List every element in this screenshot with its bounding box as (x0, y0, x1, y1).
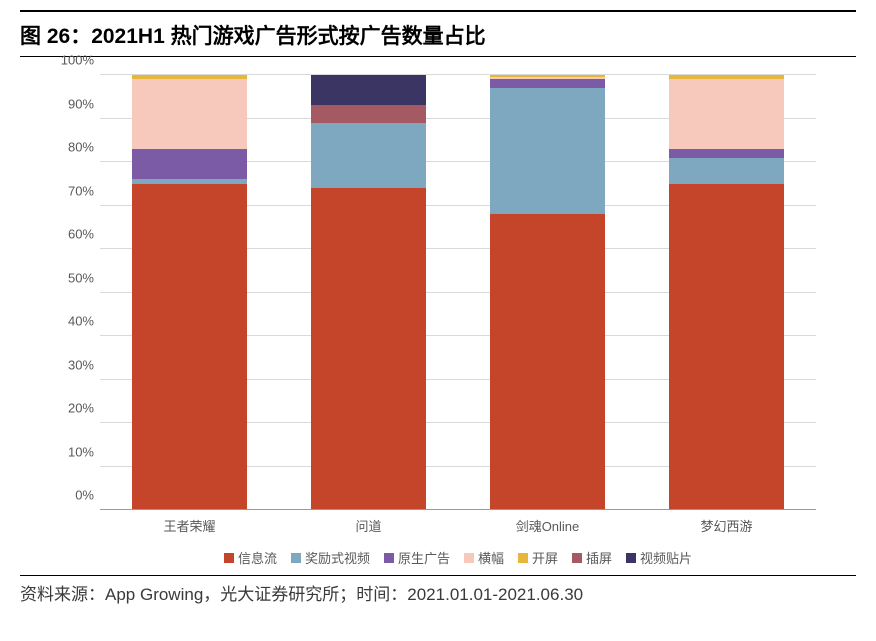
bar-group (311, 75, 426, 510)
legend-label: 信息流 (238, 548, 277, 567)
legend-item: 原生广告 (384, 548, 450, 567)
legend: 信息流 奖励式视频 原生广告 横幅 开屏 插屏 视频贴片 (100, 548, 816, 567)
bars-wrap (100, 75, 816, 510)
legend-label: 奖励式视频 (305, 548, 370, 567)
legend-label: 横幅 (478, 548, 504, 567)
figure-title: 图 26：2021H1 热门游戏广告形式按广告数量占比 (20, 10, 856, 57)
bar-segment (669, 184, 784, 510)
legend-swatch (464, 553, 474, 563)
bar-group (132, 75, 247, 510)
legend-item: 信息流 (224, 548, 277, 567)
bar-segment (132, 184, 247, 510)
bar-segment (669, 79, 784, 149)
legend-item: 开屏 (518, 548, 558, 567)
plot-area: 0%10%20%30%40%50%60%70%80%90%100% (100, 75, 816, 510)
legend-item: 奖励式视频 (291, 548, 370, 567)
y-tick-label: 60% (52, 227, 94, 242)
y-tick-label: 80% (52, 140, 94, 155)
legend-label: 原生广告 (398, 548, 450, 567)
figure-container: 图 26：2021H1 热门游戏广告形式按广告数量占比 0%10%20%30%4… (0, 0, 876, 641)
bar-segment (311, 188, 426, 510)
x-tick-label: 问道 (311, 516, 426, 535)
legend-label: 视频贴片 (640, 548, 692, 567)
bar-segment (132, 79, 247, 149)
legend-label: 插屏 (586, 548, 612, 567)
x-tick-label: 剑魂Online (490, 516, 605, 535)
legend-item: 插屏 (572, 548, 612, 567)
y-tick-label: 90% (52, 96, 94, 111)
bar-segment (311, 75, 426, 105)
x-tick-label: 梦幻西游 (669, 516, 784, 535)
legend-swatch (626, 553, 636, 563)
bar-group (669, 75, 784, 510)
y-tick-label: 50% (52, 270, 94, 285)
x-axis-labels: 王者荣耀 问道 剑魂Online 梦幻西游 (100, 516, 816, 535)
x-axis-line (100, 509, 816, 510)
y-tick-label: 20% (52, 401, 94, 416)
y-tick-label: 40% (52, 314, 94, 329)
legend-swatch (572, 553, 582, 563)
bar-segment (490, 214, 605, 510)
legend-swatch (291, 553, 301, 563)
legend-swatch (518, 553, 528, 563)
y-tick-label: 0% (52, 488, 94, 503)
legend-label: 开屏 (532, 548, 558, 567)
legend-swatch (224, 553, 234, 563)
y-tick-label: 100% (52, 53, 94, 68)
y-tick-label: 30% (52, 357, 94, 372)
x-tick-label: 王者荣耀 (132, 516, 247, 535)
bar-segment (311, 105, 426, 122)
bar-segment (669, 149, 784, 158)
bar-segment (311, 123, 426, 188)
bar-group (490, 75, 605, 510)
legend-item: 横幅 (464, 548, 504, 567)
source-line: 资料来源：App Growing，光大证券研究所；时间：2021.01.01-2… (20, 575, 856, 605)
legend-swatch (384, 553, 394, 563)
chart-area: 0%10%20%30%40%50%60%70%80%90%100% 王者荣耀 问道… (40, 75, 836, 575)
bar-segment (669, 158, 784, 184)
bar-segment (132, 149, 247, 179)
bar-segment (490, 79, 605, 88)
y-tick-label: 70% (52, 183, 94, 198)
legend-item: 视频贴片 (626, 548, 692, 567)
bar-segment (490, 88, 605, 214)
y-tick-label: 10% (52, 444, 94, 459)
